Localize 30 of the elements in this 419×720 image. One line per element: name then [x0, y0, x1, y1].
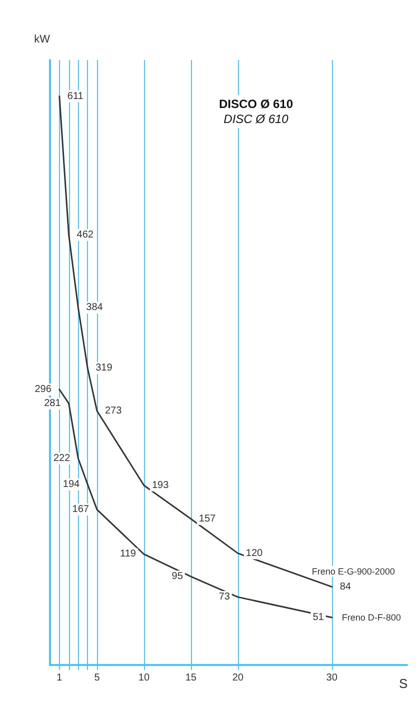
- data-label: 84: [340, 581, 352, 592]
- text: DISC Ø 610: [224, 112, 289, 126]
- data-label: 296: [34, 384, 52, 395]
- x-tick-label: 1: [56, 672, 63, 684]
- data-label: 51: [312, 612, 324, 624]
- data-label: 384: [86, 302, 104, 314]
- data-label: 611: [67, 90, 84, 102]
- data-label: 73: [218, 592, 230, 603]
- data-label: 281: [44, 398, 62, 409]
- data-label: 157: [198, 513, 216, 524]
- x-tick-label: 20: [232, 672, 244, 684]
- x-axis-title: S: [399, 676, 408, 691]
- data-label: 193: [152, 480, 170, 491]
- text: DISCO Ø 610: [218, 97, 294, 111]
- data-label: 462: [76, 229, 94, 240]
- x-tick-label: 5: [94, 672, 100, 684]
- data-label: 222: [53, 452, 71, 464]
- data-label: 167: [72, 504, 90, 516]
- series-label: Freno E-G-900-2000: [312, 566, 395, 576]
- y-axis-title: kW: [34, 34, 51, 46]
- data-label: 319: [96, 362, 113, 374]
- data-label: 273: [104, 405, 122, 416]
- x-tick-label: 10: [138, 672, 150, 684]
- x-tick-label: 15: [185, 672, 197, 684]
- data-label: 120: [246, 548, 264, 559]
- data-label: 95: [172, 571, 184, 582]
- series-label: Freno D-F-800: [342, 612, 401, 623]
- data-label: 194: [62, 478, 80, 490]
- data-label: 119: [120, 548, 136, 560]
- x-tick-label: 30: [326, 672, 338, 684]
